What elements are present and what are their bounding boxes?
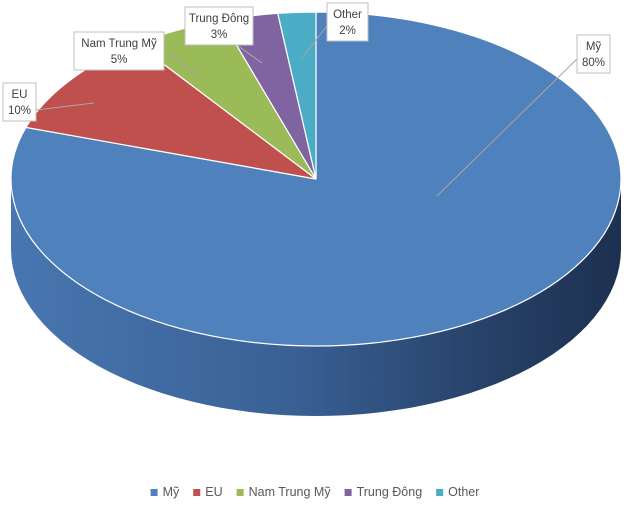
pie-labels: Mỹ 80% EU 10% Nam Trung Mỹ 5% Trung Đông 3% Othe…: [2, 2, 611, 197]
data-label-box-nam-trung-my: [73, 31, 165, 71]
data-label-category-other: Other: [333, 9, 362, 21]
legend-swatch-eu: [193, 489, 201, 496]
label-leader-other: [300, 25, 328, 60]
label-leader-my: [436, 58, 578, 197]
pie-slice-other: [277, 11, 317, 180]
legend: Mỹ EU Nam Trung Mỹ Trung Đông Other: [150, 485, 479, 499]
data-label-box-trung-dong: [184, 6, 254, 46]
legend-swatch-my: [150, 489, 158, 496]
pie-side-my: [11, 179, 621, 416]
legend-label-my: Mỹ: [163, 485, 180, 499]
data-label-box-my: [576, 34, 611, 74]
data-label-box-other: [326, 2, 369, 42]
data-label-category-eu: EU: [12, 89, 28, 101]
legend-label-other: Other: [448, 485, 479, 499]
label-leader-trung-dong: [236, 44, 263, 64]
data-label-value-trung-dong: 3%: [211, 29, 228, 41]
pie-top: [10, 11, 622, 347]
legend-swatch-nam-trung-my: [236, 489, 244, 496]
data-label-category-my: Mỹ: [586, 41, 602, 53]
legend-label-eu: EU: [205, 485, 222, 499]
data-label-category-trung-dong: Trung Đông: [189, 13, 249, 25]
data-label-value-other: 2%: [339, 25, 356, 37]
pie-side: [11, 179, 621, 416]
legend-label-nam-trung-my: Nam Trung Mỹ: [249, 485, 332, 499]
data-label-box-eu: [2, 82, 37, 122]
data-label-value-eu: 10%: [8, 105, 31, 117]
label-leader-eu: [35, 102, 95, 111]
legend-swatch-trung-dong: [344, 489, 352, 496]
label-leader-nam-trung-my: [163, 50, 199, 77]
data-label-value-nam-trung-my: 5%: [111, 54, 128, 66]
legend-swatch-other: [436, 489, 444, 496]
legend-label-trung-dong: Trung Đông: [357, 485, 423, 499]
data-label-value-my: 80%: [582, 57, 605, 69]
data-label-category-nam-trung-my: Nam Trung Mỹ: [81, 38, 157, 50]
